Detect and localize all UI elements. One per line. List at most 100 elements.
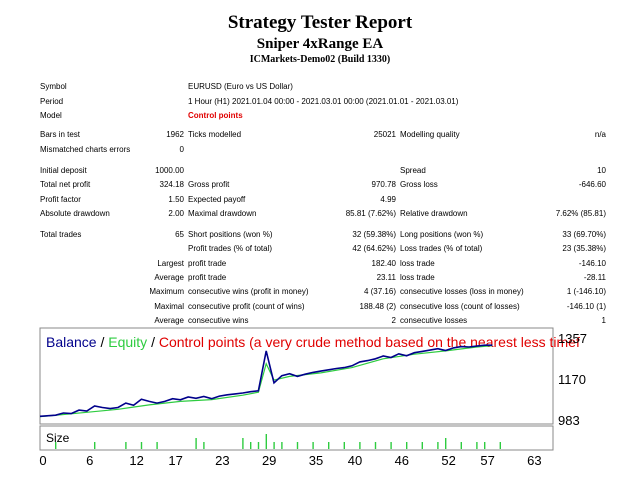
size-bar xyxy=(476,442,478,449)
x-tick-label: 6 xyxy=(86,453,93,468)
avg-losses-value: 1 xyxy=(601,316,606,325)
size-bar xyxy=(156,442,158,449)
size-bar xyxy=(242,438,244,449)
size-bar xyxy=(55,442,57,449)
x-tick-label: 63 xyxy=(527,453,541,468)
maximal-profit-label: consecutive profit (count of wins) xyxy=(188,302,305,311)
maximal-loss-value: -146.10 (1) xyxy=(566,302,606,311)
max-wins-value: 4 (37.16) xyxy=(363,287,396,296)
size-bar xyxy=(343,442,345,449)
maximal-label: Maximal xyxy=(154,302,184,311)
trades-label: Total trades xyxy=(40,230,82,239)
size-bar xyxy=(312,442,314,449)
balance-series-line xyxy=(39,344,493,418)
size-bar xyxy=(328,442,330,449)
size-bar xyxy=(281,442,283,449)
symbol-label: Symbol xyxy=(40,82,67,91)
average-profit-label: profit trade xyxy=(188,273,227,282)
largest-loss-label: loss trade xyxy=(400,259,435,268)
netprofit-label: Total net profit xyxy=(40,180,91,189)
maxdd-label: Maximal drawdown xyxy=(188,209,257,218)
profit-factor-label: Profit factor xyxy=(40,195,81,204)
size-panel-frame xyxy=(39,425,554,451)
netprofit-value: 324.18 xyxy=(159,180,184,189)
average-loss-value: -28.11 xyxy=(583,273,606,282)
model-value: Control points xyxy=(188,111,243,120)
long-value: 33 (69.70%) xyxy=(562,230,606,239)
x-tick-label: 0 xyxy=(39,453,46,468)
y-tick-label: 1170 xyxy=(558,372,586,387)
x-tick-label: 17 xyxy=(168,453,182,468)
reldd-value: 7.62% (85.81) xyxy=(555,209,606,218)
profit-trades-value: 42 (64.62%) xyxy=(352,244,396,253)
size-bar xyxy=(125,442,127,449)
size-panel-label: Size xyxy=(46,431,70,445)
avg-losses-label: consecutive losses xyxy=(400,316,468,325)
loss-trades-value: 23 (35.38%) xyxy=(562,244,606,253)
size-bar xyxy=(359,442,361,449)
max-losses-label: consecutive losses (loss in money) xyxy=(400,287,524,296)
mismatch-value: 0 xyxy=(179,145,184,154)
grossloss-value: -646.60 xyxy=(578,180,606,189)
chart-legend: Balance / Equity / Control points (a ver… xyxy=(46,334,580,350)
symbol-value: EURUSD (Euro vs US Dollar) xyxy=(188,82,293,91)
x-tick-label: 40 xyxy=(348,453,362,468)
largest-loss-value: -146.10 xyxy=(578,259,606,268)
x-tick-label: 57 xyxy=(480,453,494,468)
equity-series-line xyxy=(39,345,493,418)
avg-consec-label: Average xyxy=(154,316,184,325)
legend-part-4: Control points (a very crude method base… xyxy=(159,334,580,350)
average-label: Average xyxy=(154,273,184,282)
size-bar xyxy=(460,442,462,449)
absdd-label: Absolute drawdown xyxy=(40,209,110,218)
size-bar xyxy=(390,442,392,449)
mismatch-label: Mismatched charts errors xyxy=(40,145,131,154)
largest-profit-label: profit trade xyxy=(188,259,227,268)
trades-value: 65 xyxy=(175,230,184,239)
size-bar xyxy=(499,442,501,449)
maximal-loss-label: consecutive loss (count of losses) xyxy=(400,302,520,311)
y-tick-label: 983 xyxy=(558,413,580,428)
size-bar xyxy=(273,442,275,449)
ea-name: Sniper 4xRange EA xyxy=(256,36,384,52)
size-bar xyxy=(296,442,299,449)
avg-wins-value: 2 xyxy=(391,316,396,325)
max-wins-label: consecutive wins (profit in money) xyxy=(188,287,309,296)
ticks-label: Ticks modelled xyxy=(188,130,242,139)
profit-factor-value: 1.50 xyxy=(168,195,184,204)
size-bar xyxy=(374,442,377,449)
deposit-value: 1000.00 xyxy=(155,166,184,175)
profit-trades-label: Profit trades (% of total) xyxy=(188,244,273,253)
quality-value: n/a xyxy=(594,130,606,139)
short-label: Short positions (won %) xyxy=(188,230,273,239)
bars-value: 1962 xyxy=(166,130,184,139)
payoff-label: Expected payoff xyxy=(188,195,246,204)
size-bar xyxy=(203,442,205,449)
max-losses-value: 1 (-146.10) xyxy=(566,287,606,296)
y-tick-label: 1357 xyxy=(558,331,587,346)
period-label: Period xyxy=(40,97,64,106)
size-bar xyxy=(421,442,423,449)
x-tick-label: 23 xyxy=(215,453,229,468)
account-build: ICMarkets-Demo02 (Build 1330) xyxy=(249,54,391,65)
average-loss-label: loss trade xyxy=(400,273,435,282)
report-title: Strategy Tester Report xyxy=(227,12,413,33)
size-bar xyxy=(445,438,447,449)
size-bar xyxy=(250,442,252,449)
model-label: Model xyxy=(40,111,62,120)
grossprofit-value: 970.78 xyxy=(371,180,396,189)
avg-wins-label: consecutive wins xyxy=(188,316,249,325)
x-tick-label: 29 xyxy=(262,453,276,468)
spread-value: 10 xyxy=(597,166,606,175)
size-bar xyxy=(484,442,486,449)
maxdd-value: 85.81 (7.62%) xyxy=(345,209,396,218)
average-profit-value: 23.11 xyxy=(376,273,396,282)
legend-part-1: / xyxy=(97,334,109,350)
maximal-profit-value: 188.48 (2) xyxy=(359,302,396,311)
size-bar xyxy=(437,442,439,449)
size-bar xyxy=(195,438,197,449)
payoff-value: 4.99 xyxy=(380,195,396,204)
spread-label: Spread xyxy=(400,166,426,175)
maximum-label: Maximum xyxy=(149,287,184,296)
